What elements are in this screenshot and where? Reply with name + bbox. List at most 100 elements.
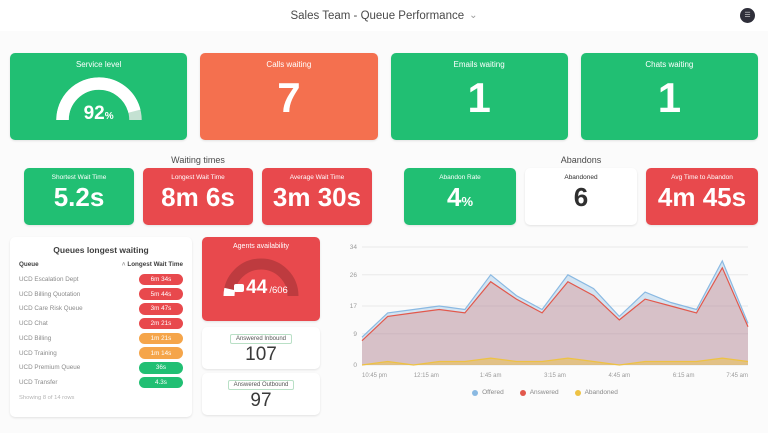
answered-outbound-value: 97 [250, 390, 272, 411]
svg-text:34: 34 [350, 244, 358, 251]
card-label: Agents availability [232, 243, 290, 250]
card-value: 6 [573, 182, 589, 212]
dashboard-selector[interactable]: Sales Team - Queue Performance ⌄ [290, 10, 477, 22]
wait-time-badge: 5m 44s [139, 288, 183, 300]
wait-time-badge: 1m 14s [139, 347, 183, 359]
legend-item-offered[interactable]: Offered [472, 389, 504, 396]
abandons-title: Abandons [560, 155, 602, 165]
card-avg-time-to-abandon: Avg Time to Abandon 4m 45s [646, 168, 758, 225]
svg-text:9: 9 [353, 331, 357, 338]
agents-gauge: 44 /606 [219, 252, 303, 303]
column-longest-wait[interactable]: ˄ Longest Wait Time [121, 261, 183, 268]
svg-text:12:15 am: 12:15 am [414, 373, 439, 379]
abandons-group: Abandon Rate 4% Abandoned 6 Avg Time to … [404, 168, 758, 225]
svg-text:10:45 pm: 10:45 pm [362, 373, 387, 379]
svg-text:26: 26 [350, 272, 358, 279]
gauge-arc [223, 258, 299, 297]
abandoned-dot-icon [574, 389, 581, 396]
svg-text:3:15 am: 3:15 am [544, 373, 566, 379]
agent-icon [234, 284, 245, 292]
card-value: 4m 45s [657, 182, 747, 212]
card-label: Answered Inbound [229, 334, 293, 344]
legend-item-answered[interactable]: Answered [519, 389, 559, 396]
menu-button[interactable]: ☰ [740, 8, 755, 23]
queues-table: Queues longest waiting Queue ˄ Longest Wa… [10, 237, 192, 417]
chats-waiting-value: 1 [657, 74, 682, 121]
card-label: Avg Time to Abandon [671, 174, 733, 181]
kpi-row: Service level 92% Calls waiting 7 Emails… [10, 53, 758, 140]
kpi-card-chats-waiting: Chats waiting 1 [580, 53, 758, 140]
card-abandoned: Abandoned 6 [525, 168, 637, 225]
table-row: UCD Premium Queue 36s [10, 361, 192, 376]
card-abandon-rate: Abandon Rate 4% [404, 168, 516, 225]
card-average-wait: Average Wait Time 3m 30s [262, 168, 372, 225]
queue-name: UCD Care Risk Queue [19, 305, 83, 313]
queue-name: UCD Transfer [19, 379, 58, 387]
svg-text:4:45 am: 4:45 am [608, 373, 630, 379]
card-longest-wait: Longest Wait Time 8m 6s [143, 168, 253, 225]
sort-icon: ˄ [121, 262, 126, 268]
table-footer: Showing 8 of 14 rows [19, 395, 75, 401]
svg-text:0: 0 [353, 362, 357, 369]
card-value: 8m 6s [161, 182, 235, 212]
waiting-times-group: Shortest Wait Time 5.2s Longest Wait Tim… [24, 168, 372, 225]
gauge-arc [55, 77, 142, 121]
svg-text:17: 17 [350, 303, 358, 310]
kpi-label: Emails waiting [453, 60, 505, 69]
area-chart: 0 9 17 26 34 10:45 pm 12:15 am 1:45 am 3:15 am 4:… [350, 244, 749, 379]
service-level-gauge: 92% [51, 72, 147, 127]
kpi-label: Chats waiting [645, 60, 694, 69]
wait-time-badge: 36s [139, 362, 183, 374]
queue-volume-chart: 0 9 17 26 34 10:45 pm 12:15 am 1:45 am 3:15 am 4:… [332, 237, 758, 417]
offered-dot-icon [472, 389, 479, 396]
kpi-label: Service level [75, 60, 122, 69]
kpi-card-calls-waiting: Calls waiting 7 [200, 53, 378, 140]
legend-item-abandoned[interactable]: Abandoned [574, 389, 618, 396]
table-row: UCD Training 1m 14s [10, 346, 192, 361]
answered-inbound-value: 107 [245, 344, 277, 365]
queue-name: UCD Billing Quotation [19, 290, 81, 298]
table-header: Queue ˄ Longest Wait Time [10, 261, 192, 272]
svg-text:7:45 am: 7:45 am [726, 373, 748, 379]
table-row: UCD Billing Quotation 5m 44s [10, 287, 192, 302]
wait-time-badge: 2m 21s [139, 317, 183, 330]
kpi-label: Calls waiting [266, 60, 312, 69]
kpi-card-emails-waiting: Emails waiting 1 [390, 53, 568, 140]
table-row: UCD Transfer 4.3s [10, 375, 192, 390]
answered-inbound-card: Answered Inbound 107 [202, 327, 320, 369]
card-label: Abandon Rate [439, 174, 481, 181]
wait-time-badge: 1m 21s [139, 332, 183, 345]
table-title: Queues longest waiting [53, 245, 149, 255]
table-row: UCD Chat 2m 21s [10, 316, 192, 331]
queue-name: UCD Billing [19, 334, 52, 342]
svg-text:1:45 am: 1:45 am [480, 373, 502, 379]
kpi-card-service-level: Service level 92% [10, 53, 188, 140]
queue-name: UCD Training [19, 349, 57, 357]
chart-legend: Offered Answered Abandoned [332, 389, 758, 396]
calls-waiting-value: 7 [277, 74, 301, 121]
card-value: 4% [446, 182, 474, 212]
wait-time-badge: 3m 47s [139, 303, 183, 315]
answered-dot-icon [519, 389, 526, 396]
table-row: UCD Escalation Dept 6m 34s [10, 272, 192, 287]
answered-outbound-card: Answered Outbound 97 [202, 373, 320, 415]
agents-availability-card: Agents availability 44 /606 [202, 237, 320, 321]
service-level-value: 92% [83, 103, 114, 124]
card-shortest-wait: Shortest Wait Time 5.2s [24, 168, 134, 225]
emails-waiting-value: 1 [467, 74, 491, 121]
card-label: Answered Outbound [227, 380, 295, 390]
card-label: Longest Wait Time [171, 174, 225, 181]
card-value: 3m 30s [272, 182, 362, 212]
queue-name: UCD Chat [19, 320, 48, 328]
card-value: 5.2s [53, 182, 105, 212]
wait-time-badge: 6m 34s [139, 273, 183, 286]
agents-availability-value: 44 /606 [219, 277, 303, 299]
card-label: Abandoned [564, 174, 598, 181]
wait-time-badge: 4.3s [139, 376, 183, 389]
card-label: Average Wait Time [289, 174, 345, 181]
page-title: Sales Team - Queue Performance [290, 9, 465, 22]
table-row: UCD Billing 1m 21s [10, 331, 192, 346]
card-label: Shortest Wait Time [51, 174, 107, 181]
svg-text:6:15 am: 6:15 am [673, 373, 695, 379]
